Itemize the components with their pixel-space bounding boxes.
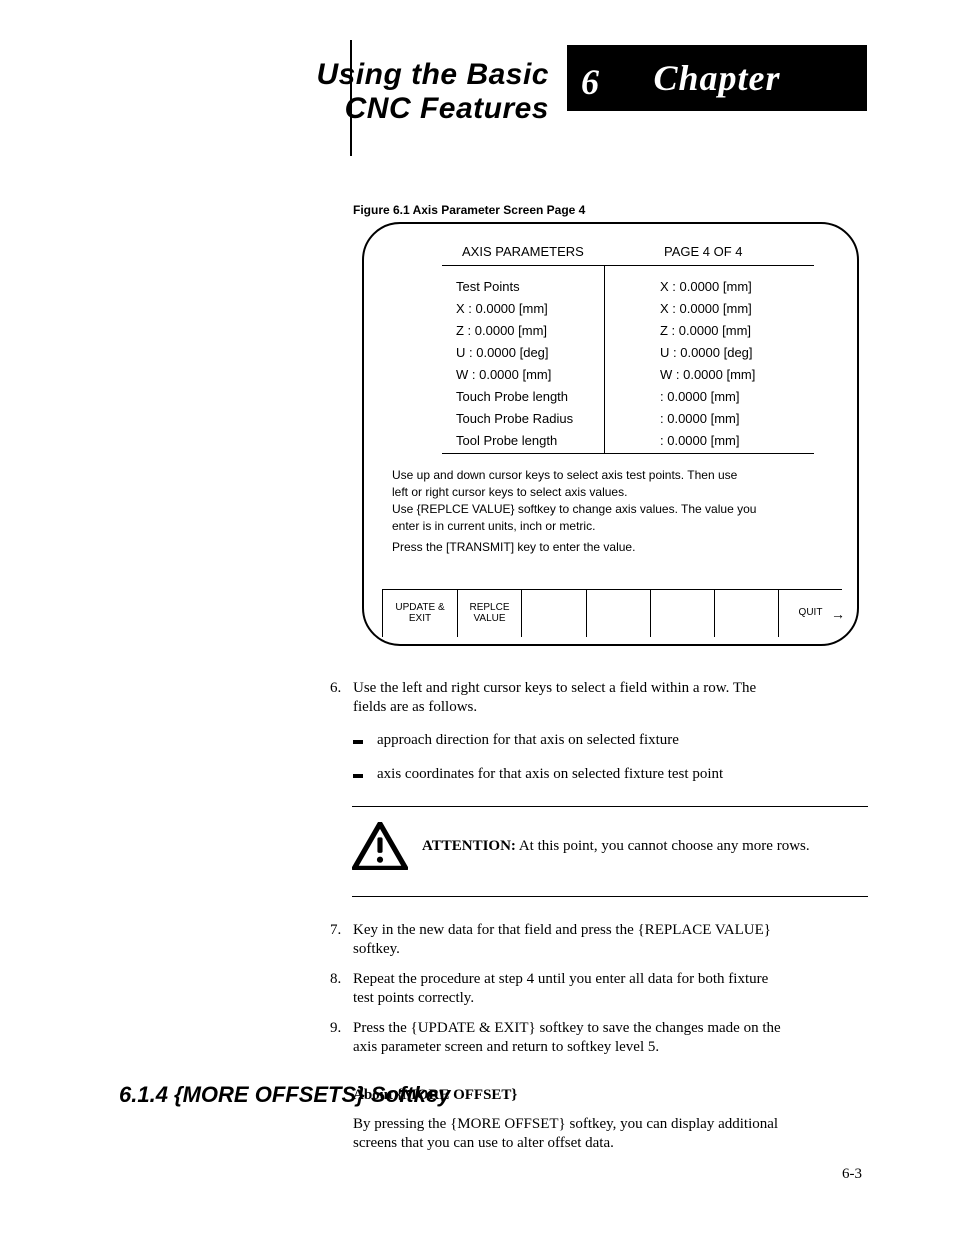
step-text: Use the left and right cursor keys to se… [353, 678, 858, 698]
bullet-icon [353, 774, 363, 778]
chapter-bar: 6 Chapter [567, 45, 867, 111]
attention-block: ATTENTION: At this point, you cannot cho… [352, 822, 868, 870]
bullet-icon [353, 740, 363, 744]
step-number: 9. [330, 1018, 350, 1038]
softkey-empty [586, 589, 650, 637]
chapter-title-line2: CNC Features [316, 92, 549, 126]
step-text: softkey. [353, 939, 858, 959]
bullet-item: approach direction for that axis on sele… [353, 732, 679, 749]
table-cell: Touch Probe Radius [456, 411, 573, 426]
table-cell: U : 0.0000 [deg] [456, 345, 549, 360]
table-rule-top [442, 265, 814, 266]
guidance-line: left or right cursor keys to select axis… [392, 485, 627, 499]
page-number: 6-3 [842, 1166, 862, 1183]
step-number: 6. [330, 678, 350, 698]
table-cell: X : 0.0000 [mm] [660, 301, 752, 316]
table-cell: U : 0.0000 [deg] [660, 345, 753, 360]
warning-triangle-icon [352, 822, 408, 870]
step-text: fields are as follows. [353, 697, 858, 717]
chapter-label: Chapter [653, 57, 780, 99]
step-text: axis parameter screen and return to soft… [353, 1037, 858, 1057]
table-cell: : 0.0000 [mm] [660, 389, 739, 404]
table-cell: W : 0.0000 [mm] [456, 367, 551, 382]
table-cell: Z : 0.0000 [mm] [456, 323, 547, 338]
about-title: About {MORE OFFSET} [353, 1085, 858, 1105]
attention-text: ATTENTION: At this point, you cannot cho… [422, 838, 868, 855]
guidance-line: Use up and down cursor keys to select ax… [392, 468, 737, 482]
softkey-empty [650, 589, 714, 637]
table-header-left: AXIS PARAMETERS [462, 244, 584, 259]
table-rule-bot [442, 453, 814, 454]
softkey-replace-value: REPLCE VALUE [457, 589, 521, 637]
axis-parameter-screen: AXIS PARAMETERS PAGE 4 OF 4 Test Points … [362, 222, 859, 646]
attention-body: At this point, you cannot choose any mor… [519, 838, 810, 854]
about-text: By pressing the {MORE OFFSET} softkey, y… [353, 1114, 858, 1134]
step-text: Repeat the procedure at step 4 until you… [353, 969, 858, 989]
table-cell: Z : 0.0000 [mm] [660, 323, 751, 338]
chapter-number: 6 [581, 61, 601, 103]
figure-caption: Figure 6.1 Axis Parameter Screen Page 4 [353, 203, 585, 217]
table-cell: : 0.0000 [mm] [660, 411, 739, 426]
bullet-text: approach direction for that axis on sele… [377, 732, 679, 749]
step-number: 8. [330, 969, 350, 989]
chapter-title: Using the Basic CNC Features [316, 58, 549, 126]
table-rule-mid [604, 265, 605, 453]
softkey-update-exit: UPDATE & EXIT [382, 589, 457, 637]
table-cell: W : 0.0000 [mm] [660, 367, 755, 382]
bullet-text: axis coordinates for that axis on select… [377, 766, 723, 783]
table-cell: : 0.0000 [mm] [660, 433, 739, 448]
attention-label: ATTENTION: [422, 838, 516, 854]
table-cell: Touch Probe length [456, 389, 568, 404]
step-text: Key in the new data for that field and p… [353, 920, 858, 940]
divider [352, 896, 868, 897]
divider [352, 806, 868, 807]
guidance-line: enter is in current units, inch or metri… [392, 519, 595, 533]
step-text: Press the {UPDATE & EXIT} softkey to sav… [353, 1018, 858, 1038]
guidance-line: Use {REPLCE VALUE} softkey to change axi… [392, 502, 756, 516]
about-text: screens that you can use to alter offset… [353, 1133, 858, 1153]
softkey-empty [714, 589, 778, 637]
table-cell: X : 0.0000 [mm] [456, 301, 548, 316]
bullet-item: axis coordinates for that axis on select… [353, 766, 723, 783]
softkey-empty [521, 589, 585, 637]
table-header-right: PAGE 4 OF 4 [664, 244, 743, 259]
chapter-title-line1: Using the Basic [316, 58, 549, 92]
step-text: test points correctly. [353, 988, 858, 1008]
table-cell: X : 0.0000 [mm] [660, 279, 752, 294]
arrow-right-icon: → [831, 606, 845, 622]
guidance-line: Press the [TRANSMIT] key to enter the va… [392, 540, 635, 554]
table-cell: Tool Probe length [456, 433, 557, 448]
step-number: 7. [330, 920, 350, 940]
table-cell: Test Points [456, 279, 520, 294]
